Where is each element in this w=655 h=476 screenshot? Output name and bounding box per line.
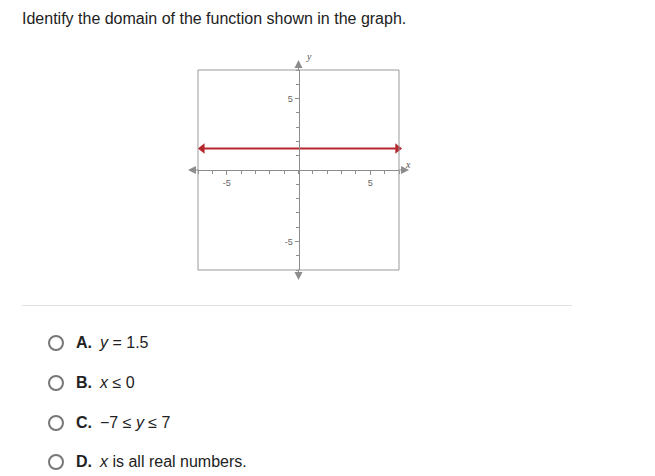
html-text:B.: B. <box>76 374 92 391</box>
svg-text:x: x <box>405 159 411 170</box>
html-text:D.: D. <box>76 453 92 470</box>
html-text:y = 1.5: y = 1.5 <box>100 334 149 351</box>
html-text:x is all real numbers.: x is all real numbers. <box>100 453 247 470</box>
html-text:x ≤ 0: x ≤ 0 <box>100 374 135 391</box>
svg-text:-5: -5 <box>285 237 293 247</box>
html-text:−7 ≤ y ≤ 7: −7 ≤ y ≤ 7 <box>100 414 171 431</box>
svg-text:5: 5 <box>288 94 293 104</box>
html-text:Identify the domain of the fun: Identify the domain of the function show… <box>22 10 407 27</box>
html-text:A.: A. <box>76 334 92 351</box>
svg-text:-5: -5 <box>223 178 231 188</box>
svg-text:y: y <box>306 55 312 62</box>
svg-text:5: 5 <box>368 178 373 188</box>
html-text:C.: C. <box>76 414 92 431</box>
